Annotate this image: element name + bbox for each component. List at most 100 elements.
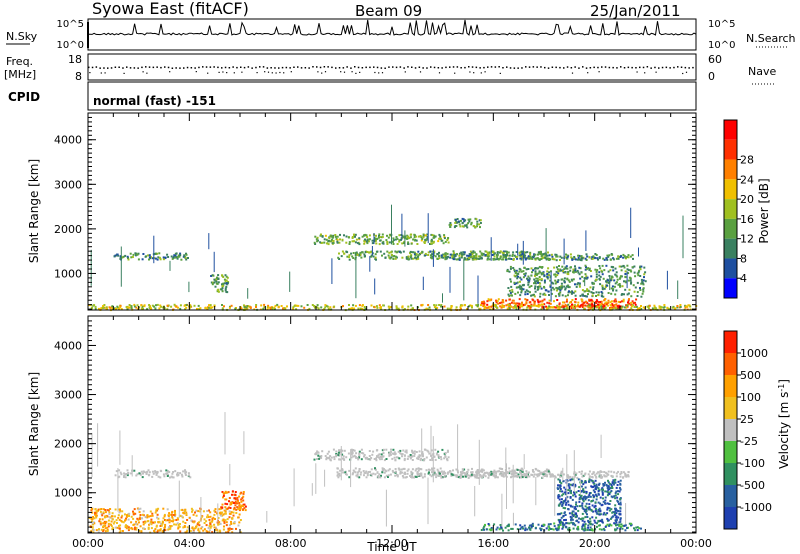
data-cell bbox=[603, 287, 606, 290]
data-cell bbox=[472, 225, 475, 227]
data-cell bbox=[361, 251, 364, 254]
data-cell bbox=[541, 305, 544, 308]
data-cell bbox=[568, 487, 571, 490]
data-cell bbox=[571, 291, 574, 294]
data-cell bbox=[113, 520, 116, 523]
data-cell bbox=[570, 521, 573, 524]
data-cell bbox=[614, 478, 617, 481]
data-cell bbox=[600, 306, 603, 309]
data-cell bbox=[413, 236, 416, 239]
data-cell bbox=[483, 302, 486, 305]
freq-dot bbox=[183, 67, 185, 69]
freq-tick-top: 18 bbox=[68, 53, 82, 66]
data-cell bbox=[581, 293, 584, 296]
data-cell bbox=[539, 300, 542, 303]
data-cell bbox=[501, 251, 504, 254]
data-cell bbox=[548, 271, 550, 274]
data-cell bbox=[585, 295, 588, 298]
freq-dot bbox=[312, 66, 314, 68]
data-cell bbox=[358, 253, 361, 256]
data-cell bbox=[526, 472, 528, 475]
data-cell bbox=[567, 291, 570, 294]
data-cell bbox=[158, 252, 161, 255]
data-cell bbox=[626, 305, 629, 308]
data-cell bbox=[450, 306, 453, 309]
nave-dot bbox=[233, 72, 235, 74]
data-cell bbox=[119, 257, 122, 260]
data-cell bbox=[422, 233, 425, 236]
data-cell bbox=[499, 256, 502, 258]
data-cell bbox=[510, 527, 513, 530]
data-cell bbox=[625, 306, 628, 309]
data-cell bbox=[608, 524, 611, 527]
data-cell bbox=[603, 306, 606, 309]
data-cell bbox=[380, 308, 383, 311]
data-cell bbox=[591, 486, 594, 489]
colorbar-segment bbox=[724, 278, 737, 298]
data-cell bbox=[469, 304, 472, 307]
data-cell bbox=[584, 527, 587, 530]
data-cell bbox=[234, 502, 237, 504]
data-cell bbox=[167, 526, 170, 529]
data-cell bbox=[614, 307, 617, 310]
data-cell bbox=[230, 503, 233, 506]
freq-dot bbox=[608, 66, 611, 69]
data-cell bbox=[126, 307, 129, 310]
data-cell bbox=[460, 251, 463, 254]
data-cell bbox=[412, 257, 415, 260]
data-cell bbox=[536, 473, 539, 476]
data-cell bbox=[510, 470, 513, 473]
data-cell bbox=[583, 525, 586, 528]
data-cell bbox=[475, 473, 478, 475]
data-cell bbox=[555, 253, 558, 256]
data-cell bbox=[581, 470, 583, 473]
data-cell bbox=[467, 477, 470, 479]
colorbar-segment bbox=[724, 218, 737, 239]
freq-dot bbox=[175, 67, 177, 69]
data-cell bbox=[577, 304, 579, 306]
data-cell bbox=[547, 306, 549, 309]
data-cell bbox=[413, 476, 415, 479]
data-cell bbox=[429, 250, 432, 253]
data-streak bbox=[477, 275, 479, 304]
data-cell bbox=[548, 294, 550, 296]
data-cell bbox=[112, 522, 115, 525]
data-cell bbox=[354, 241, 357, 244]
nsky-panel: N.Sky 10^5 10^0 10^5 10^0 N.Search bbox=[6, 18, 796, 51]
data-cell bbox=[395, 236, 398, 238]
data-cell bbox=[536, 475, 539, 478]
data-cell bbox=[335, 454, 338, 457]
data-cell bbox=[199, 307, 202, 310]
data-cell bbox=[124, 525, 127, 528]
data-cell bbox=[623, 266, 626, 269]
data-cell bbox=[572, 522, 575, 525]
freq-dot bbox=[354, 66, 356, 68]
data-cell bbox=[360, 458, 363, 461]
data-cell bbox=[174, 509, 176, 512]
data-cell bbox=[88, 516, 91, 519]
data-cell bbox=[359, 473, 362, 476]
data-cell bbox=[527, 275, 530, 278]
data-cell bbox=[354, 235, 356, 238]
data-cell bbox=[517, 475, 519, 478]
data-cell bbox=[507, 529, 510, 532]
data-cell bbox=[486, 258, 489, 261]
nave-dot bbox=[321, 72, 323, 74]
data-cell bbox=[564, 488, 567, 491]
data-cell bbox=[378, 243, 381, 246]
y-tick-label: 4000 bbox=[54, 134, 82, 147]
data-cell bbox=[358, 304, 361, 307]
data-cell bbox=[444, 452, 447, 455]
data-cell bbox=[92, 516, 95, 518]
data-cell bbox=[356, 475, 359, 478]
freq-dot bbox=[331, 66, 333, 69]
data-cell bbox=[440, 470, 443, 473]
data-cell bbox=[591, 473, 594, 476]
data-cell bbox=[612, 269, 615, 272]
data-cell bbox=[529, 308, 532, 311]
data-cell bbox=[513, 302, 516, 305]
data-streak bbox=[427, 213, 429, 244]
data-cell bbox=[485, 306, 488, 309]
data-cell bbox=[168, 512, 171, 515]
data-cell bbox=[386, 243, 389, 245]
